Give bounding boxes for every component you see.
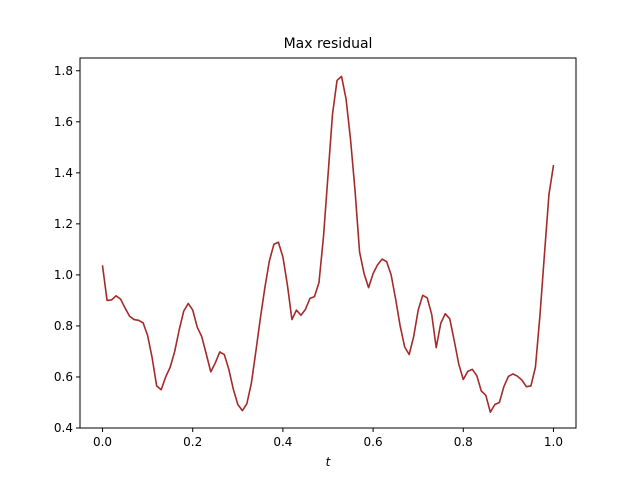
x-tick-label: 0.0 [93, 435, 112, 449]
series-layer [101, 75, 555, 413]
x-tick-label: 1.0 [544, 435, 563, 449]
x-tick-label: 0.8 [454, 435, 473, 449]
series-line-0 [101, 75, 555, 413]
y-tick-label: 1.0 [54, 268, 73, 282]
y-tick-label: 1.6 [54, 115, 73, 129]
y-tick-label: 0.6 [54, 370, 73, 384]
axes-layer: 0.0 0.2 0.4 0.6 0.8 1.0 0.4 0.6 0.8 1.0 1.2 1.4 1.6 1… [54, 64, 563, 449]
y-tick-label: 1.4 [54, 166, 73, 180]
x-axis-label: t [326, 455, 332, 469]
x-tick-label: 0.4 [273, 435, 292, 449]
chart-title: Max residual [284, 36, 373, 52]
y-tick-label: 0.4 [54, 421, 73, 435]
y-tick-label: 0.8 [54, 319, 73, 333]
plot-frame [79, 57, 577, 429]
y-tick-label: 1.2 [54, 217, 73, 231]
x-tick-label: 0.2 [183, 435, 202, 449]
x-tick-label: 0.6 [364, 435, 383, 449]
y-tick-label: 1.8 [54, 64, 73, 78]
